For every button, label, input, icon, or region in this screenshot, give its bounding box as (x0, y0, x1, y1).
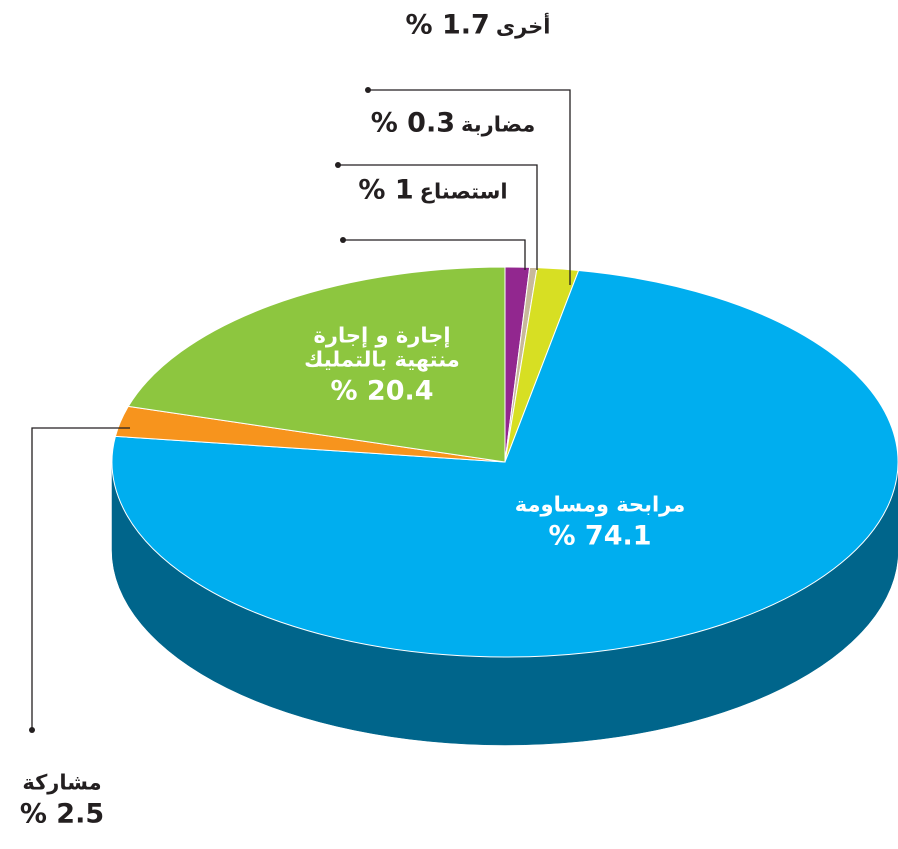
value-label: % 20.4 (330, 375, 434, 407)
leader-line (31, 427, 130, 730)
category-label: مشاركة (22, 770, 102, 795)
slice-label: استصناع% 1 (352, 175, 507, 206)
category-label: استصناع (419, 179, 508, 204)
leader-dot (340, 237, 346, 243)
leader-dot (365, 87, 371, 93)
value-label: % 1 (358, 174, 414, 206)
leader-dot (29, 727, 35, 733)
category-label: مضاربة (461, 112, 536, 137)
leader-dot (335, 162, 341, 168)
leader-line (338, 164, 538, 270)
value-label: % 74.1 (548, 520, 652, 552)
slice-label: أخرى% 1.7 (400, 10, 551, 41)
slice-label: مرابحة ومساومة % 74.1 (515, 489, 685, 556)
value-label: % 2.5 (19, 798, 105, 830)
leader-line (368, 89, 571, 285)
slice (111, 269, 898, 658)
value-label: % 1.7 (405, 9, 490, 41)
slice-label: إجارة و إجارة منتهية بالتمليك% 20.4 (297, 320, 467, 411)
slice (127, 266, 506, 463)
leader-line (343, 239, 526, 270)
slice-label: مشاركة % 2.5 (20, 767, 104, 834)
category-label: إجارة و إجارة منتهية بالتمليك (304, 323, 460, 372)
slice-label: مضاربة% 0.3 (365, 108, 536, 139)
category-label: مرابحة ومساومة (514, 492, 686, 517)
value-label: % 0.3 (370, 107, 455, 139)
category-label: أخرى (495, 14, 551, 39)
